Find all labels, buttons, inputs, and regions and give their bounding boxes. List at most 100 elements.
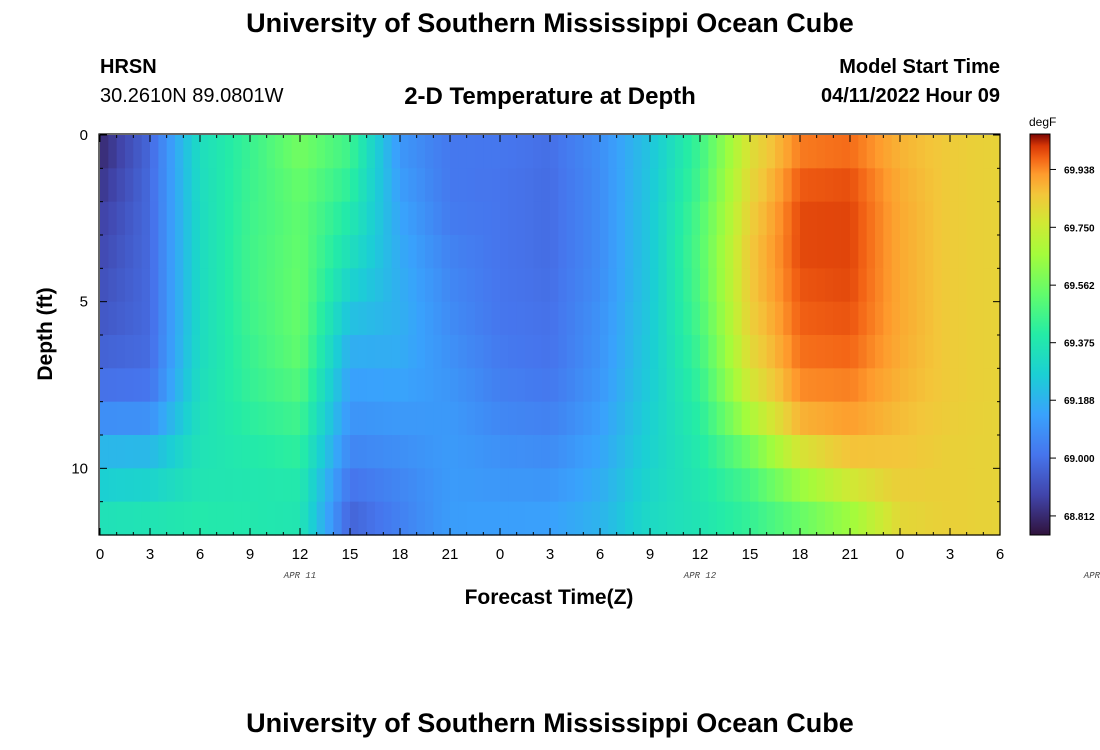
heatmap-cell bbox=[583, 201, 593, 236]
heatmap-cell bbox=[491, 168, 501, 203]
heatmap-cell bbox=[825, 201, 834, 236]
heatmap-cell bbox=[283, 201, 293, 236]
heatmap-cell bbox=[225, 368, 234, 403]
heatmap-cell bbox=[908, 435, 918, 469]
heatmap-cell bbox=[575, 235, 584, 269]
heatmap-cell bbox=[458, 168, 468, 203]
heatmap-cell bbox=[391, 168, 401, 203]
heatmap-cell bbox=[291, 401, 301, 436]
heatmap-cell bbox=[525, 468, 534, 503]
heatmap-cell bbox=[858, 168, 868, 203]
heatmap-cell bbox=[375, 168, 384, 203]
heatmap-cell bbox=[575, 401, 584, 436]
heatmap-cell bbox=[541, 301, 551, 336]
heatmap-cell bbox=[650, 401, 659, 436]
heatmap-cell bbox=[691, 501, 701, 536]
heatmap-cell bbox=[483, 268, 493, 303]
heatmap-cell bbox=[883, 235, 893, 269]
heatmap-cell bbox=[508, 235, 518, 269]
heatmap-cell bbox=[108, 468, 118, 503]
heatmap-cell bbox=[350, 201, 359, 236]
heatmap-cell bbox=[341, 168, 351, 203]
heatmap-cell bbox=[925, 401, 934, 436]
heatmap-cell bbox=[533, 135, 543, 169]
heatmap-cell bbox=[975, 501, 984, 536]
heatmap-cell bbox=[100, 168, 109, 203]
heatmap-cell bbox=[616, 301, 626, 336]
heatmap-cell bbox=[191, 201, 201, 236]
heatmap-cell bbox=[866, 501, 876, 536]
heatmap-cell bbox=[358, 235, 368, 269]
heatmap-cell bbox=[900, 135, 909, 169]
heatmap-cell bbox=[875, 301, 884, 336]
heatmap-cell bbox=[283, 168, 293, 203]
heatmap-cell bbox=[241, 301, 251, 336]
heatmap-cell bbox=[983, 401, 993, 436]
heatmap-cell bbox=[233, 135, 243, 169]
x-tick-label: 3 bbox=[546, 546, 554, 563]
heatmap-cell bbox=[566, 301, 576, 336]
heatmap-cell bbox=[708, 135, 718, 169]
heatmap-cell bbox=[200, 268, 209, 303]
heatmap-cell bbox=[425, 435, 434, 469]
heatmap-cell bbox=[358, 368, 368, 403]
heatmap-cell bbox=[900, 201, 909, 236]
heatmap-cell bbox=[575, 501, 584, 536]
heatmap-cell bbox=[366, 235, 376, 269]
heatmap-cell bbox=[675, 268, 684, 303]
heatmap-cell bbox=[691, 135, 701, 169]
heatmap-cell bbox=[658, 135, 668, 169]
heatmap-cell bbox=[341, 335, 351, 369]
heatmap-cell bbox=[608, 268, 618, 303]
heatmap-cell bbox=[875, 501, 884, 536]
heatmap-cell bbox=[866, 435, 876, 469]
heatmap-cell bbox=[883, 268, 893, 303]
heatmap-cell bbox=[891, 268, 901, 303]
heatmap-cell bbox=[116, 468, 126, 503]
heatmap-cell bbox=[233, 435, 243, 469]
heatmap-cell bbox=[783, 435, 793, 469]
heatmap-cell bbox=[225, 435, 234, 469]
heatmap-cell bbox=[683, 135, 693, 169]
heatmap-cell bbox=[391, 501, 401, 536]
heatmap-cell bbox=[341, 301, 351, 336]
heatmap-cell bbox=[975, 335, 984, 369]
heatmap-cell bbox=[600, 468, 609, 503]
heatmap-cell bbox=[275, 368, 284, 403]
heatmap-cell bbox=[691, 435, 701, 469]
heatmap-cell bbox=[583, 168, 593, 203]
heatmap-cell bbox=[800, 501, 809, 536]
heatmap-cell bbox=[950, 335, 959, 369]
heatmap-cell bbox=[125, 135, 134, 169]
heatmap-cell bbox=[166, 201, 176, 236]
heatmap-cell bbox=[933, 335, 943, 369]
heatmap-cell bbox=[483, 368, 493, 403]
heatmap-cell bbox=[241, 201, 251, 236]
heatmap-cell bbox=[466, 135, 476, 169]
heatmap-cell bbox=[525, 368, 534, 403]
heatmap-cell bbox=[766, 235, 776, 269]
heatmap-cell bbox=[941, 301, 951, 336]
heatmap-cell bbox=[741, 135, 751, 169]
heatmap-cell bbox=[741, 235, 751, 269]
heatmap-cell bbox=[608, 201, 618, 236]
heatmap-cell bbox=[100, 368, 109, 403]
heatmap-cell bbox=[900, 401, 909, 436]
heatmap-cell bbox=[658, 235, 668, 269]
heatmap-cell bbox=[291, 268, 301, 303]
heatmap-cell bbox=[316, 168, 326, 203]
heatmap-cell bbox=[675, 501, 684, 536]
heatmap-cell bbox=[625, 135, 634, 169]
heatmap-cell bbox=[625, 301, 634, 336]
heatmap-cell bbox=[241, 235, 251, 269]
heatmap-cell bbox=[333, 168, 343, 203]
heatmap-cell bbox=[733, 335, 743, 369]
heatmap-cell bbox=[541, 335, 551, 369]
heatmap-cell bbox=[433, 301, 443, 336]
heatmap-cell bbox=[858, 435, 868, 469]
heatmap-cell bbox=[800, 268, 809, 303]
heatmap-cell bbox=[266, 168, 276, 203]
heatmap-cell bbox=[916, 368, 926, 403]
heatmap-cell bbox=[583, 301, 593, 336]
heatmap-cell bbox=[350, 235, 359, 269]
